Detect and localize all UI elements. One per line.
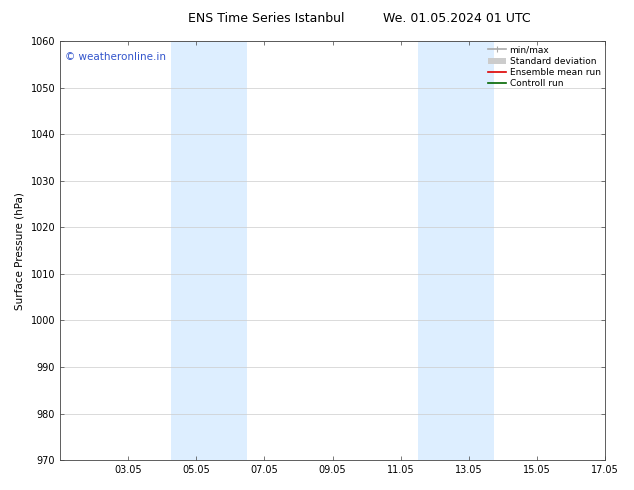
Bar (171, 41, 247, 460)
Bar (418, 41, 495, 460)
Text: We. 01.05.2024 01 UTC: We. 01.05.2024 01 UTC (383, 12, 530, 25)
Y-axis label: Surface Pressure (hPa): Surface Pressure (hPa) (15, 192, 25, 310)
Legend: min/max, Standard deviation, Ensemble mean run, Controll run: min/max, Standard deviation, Ensemble me… (486, 44, 602, 90)
Text: ENS Time Series Istanbul: ENS Time Series Istanbul (188, 12, 344, 25)
Text: © weatheronline.in: © weatheronline.in (65, 51, 167, 62)
